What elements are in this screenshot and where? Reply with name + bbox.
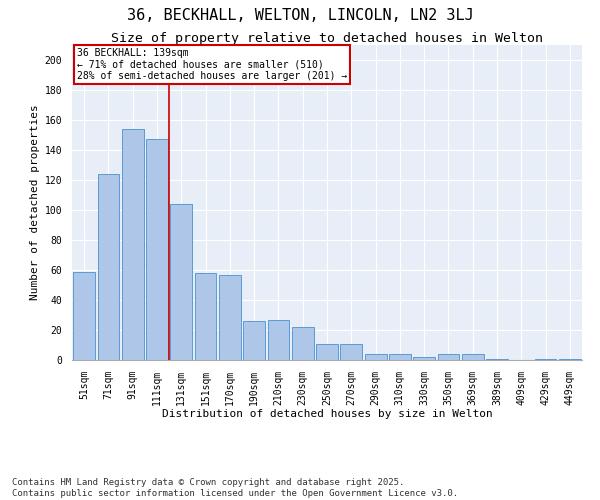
Bar: [389, 354, 411, 360]
Y-axis label: Number of detached properties: Number of detached properties: [31, 104, 40, 300]
Bar: [437, 354, 460, 360]
Bar: [340, 344, 362, 360]
Bar: [170, 204, 192, 360]
Bar: [413, 357, 435, 360]
Bar: [97, 174, 119, 360]
Text: Contains HM Land Registry data © Crown copyright and database right 2025.
Contai: Contains HM Land Registry data © Crown c…: [12, 478, 458, 498]
Bar: [462, 354, 484, 360]
Bar: [365, 354, 386, 360]
X-axis label: Distribution of detached houses by size in Welton: Distribution of detached houses by size …: [161, 409, 493, 419]
Bar: [316, 344, 338, 360]
Bar: [268, 320, 289, 360]
Bar: [243, 321, 265, 360]
Bar: [194, 273, 217, 360]
Bar: [486, 358, 508, 360]
Bar: [73, 272, 95, 360]
Title: Size of property relative to detached houses in Welton: Size of property relative to detached ho…: [111, 32, 543, 45]
Text: 36 BECKHALL: 139sqm
← 71% of detached houses are smaller (510)
28% of semi-detac: 36 BECKHALL: 139sqm ← 71% of detached ho…: [77, 48, 347, 82]
Bar: [535, 358, 556, 360]
Bar: [219, 274, 241, 360]
Text: 36, BECKHALL, WELTON, LINCOLN, LN2 3LJ: 36, BECKHALL, WELTON, LINCOLN, LN2 3LJ: [127, 8, 473, 22]
Bar: [559, 358, 581, 360]
Bar: [292, 327, 314, 360]
Bar: [122, 129, 143, 360]
Bar: [146, 140, 168, 360]
